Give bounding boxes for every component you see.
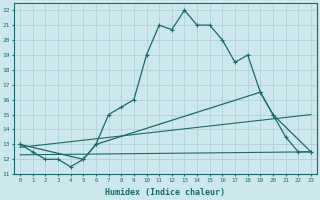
X-axis label: Humidex (Indice chaleur): Humidex (Indice chaleur) [106,188,226,197]
